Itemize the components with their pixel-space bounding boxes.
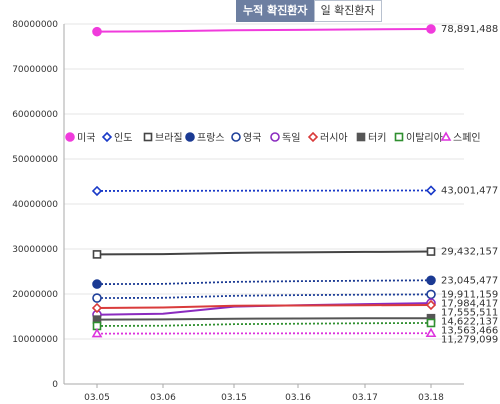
series-point [426,318,436,328]
legend-label: 스페인 [453,132,481,144]
tab-daily-cases[interactable]: 일 확진환자 [313,0,382,22]
y-tick-label: 80000000 [12,20,58,30]
x-tick-label: 03.06 [150,393,176,403]
y-tick-label: 40000000 [12,200,58,210]
legend-marker [185,132,195,142]
series-point [426,289,436,300]
legend-item: 러시아 [307,131,348,144]
series-point [91,185,103,197]
series-line [96,317,432,321]
legend-marker [65,132,75,142]
end-value-label: 29,432,157 [441,247,498,258]
legend-item: 터키 [356,132,386,144]
y-tick-label: 60000000 [12,110,58,120]
series-point [425,185,437,196]
series-point [425,327,437,338]
end-value-label: 78,891,488 [441,24,498,35]
legend-label: 영국 [243,132,261,144]
series-line [96,322,432,327]
series-line [96,279,432,286]
end-value-label: 11,279,099 [441,334,498,345]
series-point [91,327,103,338]
series-line [96,304,432,309]
x-tick-label: 03.16 [285,393,311,403]
y-tick-label: 20000000 [12,290,58,300]
legend-item: 프랑스 [185,132,225,144]
series-point [92,250,102,259]
x-tick-label: 03.18 [418,393,444,403]
x-tick-label: 03.05 [84,393,110,403]
end-value-label: 14,622,137 [441,316,498,327]
legend-item: 인도 [101,131,132,144]
legend-label: 독일 [282,132,300,144]
series-point [92,279,102,289]
legend-item: 브라질 [143,132,183,144]
tab-cumulative-cases[interactable]: 누적 확진환자 [236,0,315,22]
x-tick-label: 03.15 [221,393,247,403]
legend-label: 터키 [368,132,386,144]
legend-marker [101,131,113,143]
legend-marker [440,131,452,141]
legend-marker [394,132,404,142]
legend-item: 스페인 [440,131,481,144]
x-tick-label: 03.17 [352,393,378,403]
legend-label: 이탈리아 [406,131,443,144]
end-value-label: 17,555,511 [441,307,498,318]
series-point [91,302,103,314]
legend-label: 미국 [77,132,95,144]
series-point [426,275,436,286]
chart-end-labels: 78,891,488 43,001,477 29,432,157 23,045,477… [441,24,498,345]
series-line [96,293,432,299]
legend-item: 미국 [65,132,95,144]
legend-marker [143,132,153,142]
chart-grid [64,23,464,385]
y-tick-label: 70000000 [12,65,58,75]
y-tick-label: 30000000 [12,245,58,255]
y-tick-label: 10000000 [12,335,58,345]
series-point [426,247,436,256]
y-tick-label: 50000000 [12,155,58,165]
chart-legend: 미국 인도 브라질 프랑스 영국 독일 러시아 터키 이탈리아 스페인 [65,131,481,144]
series-line [96,250,432,256]
chart-series [91,24,437,338]
chart-axes: 0 10000000 20000000 30000000 40000000 5000000… [12,20,464,403]
legend-label: 러시아 [320,132,348,144]
legend-item: 독일 [270,132,300,144]
legend-label: 브라질 [155,132,183,144]
tab-bar: 누적 확진환자 일 확진환자 [236,0,382,22]
legend-marker [231,132,241,142]
legend-label: 프랑스 [197,132,225,144]
end-value-label: 23,045,477 [441,275,498,286]
end-value-label: 13,563,466 [441,325,498,336]
series-line [96,27,432,33]
legend-item: 영국 [231,132,261,144]
legend-marker [356,132,366,142]
end-value-label: 43,001,477 [441,185,498,196]
series-point [425,299,437,311]
legend-marker [270,132,280,142]
legend-item: 이탈리아 [394,131,443,144]
end-value-label: 17,984,417 [441,298,498,309]
series-point [92,26,102,37]
legend-marker [307,131,319,143]
y-tick-label: 0 [52,380,58,390]
end-value-label: 19,911,159 [441,289,498,300]
series-point [92,293,102,303]
series-point [426,24,436,34]
legend-label: 인도 [114,132,132,144]
